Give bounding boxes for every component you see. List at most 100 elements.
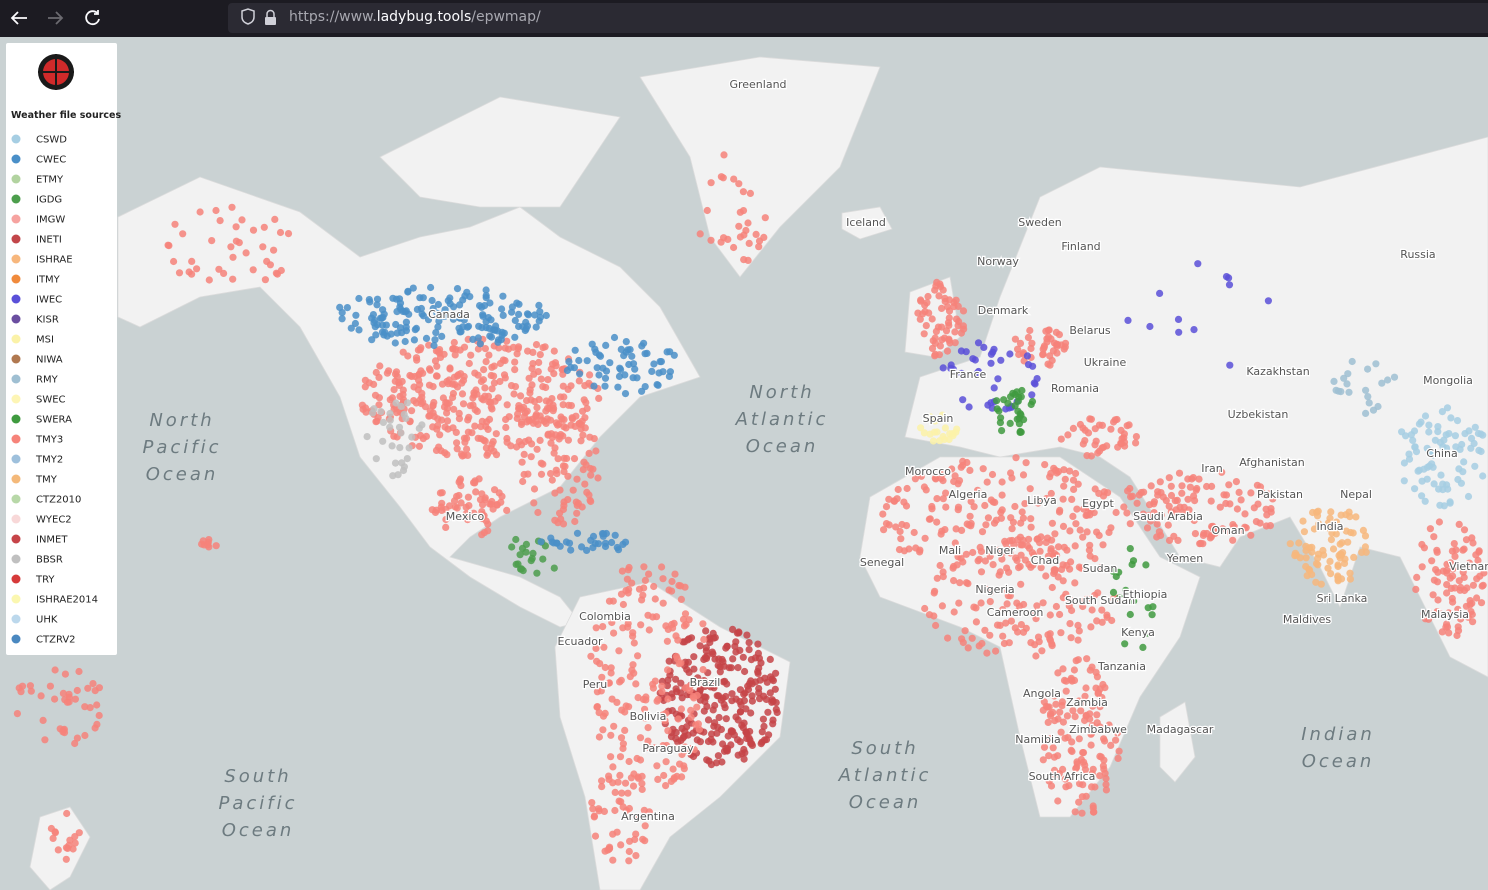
station-dot <box>435 317 443 325</box>
station-dot <box>1453 417 1462 425</box>
station-dot <box>989 561 997 569</box>
station-dot <box>1235 488 1243 496</box>
station-dot <box>708 730 716 738</box>
station-dot <box>427 283 435 292</box>
station-dot <box>391 459 400 467</box>
station-dot <box>406 371 414 380</box>
legend-label: TRY <box>35 575 55 586</box>
station-dot <box>1075 798 1083 806</box>
station-dot <box>1023 352 1031 360</box>
station-dot <box>628 666 636 674</box>
station-dot <box>1175 328 1183 336</box>
place-label: Romania <box>1051 382 1099 395</box>
station-dot <box>1232 478 1240 486</box>
station-dot <box>1093 711 1101 719</box>
station-dot <box>436 353 445 361</box>
url-host: ladybug.tools <box>376 9 472 25</box>
station-dot <box>959 558 967 566</box>
station-dot <box>748 692 756 700</box>
station-dot <box>615 797 623 805</box>
station-dot <box>617 841 625 849</box>
station-dot <box>442 523 450 531</box>
station-dot <box>1056 506 1064 514</box>
station-dot <box>1096 772 1104 780</box>
station-dot <box>931 417 939 425</box>
station-dot <box>1041 461 1049 469</box>
station-dot <box>932 475 940 483</box>
station-dot <box>1025 535 1033 543</box>
station-dot <box>743 631 751 639</box>
station-dot <box>959 307 968 315</box>
station-dot <box>609 763 617 771</box>
station-dot <box>1076 526 1084 534</box>
place-label: Canada <box>428 308 470 321</box>
station-dot <box>677 659 685 667</box>
station-dot <box>373 301 381 309</box>
station-dot <box>1326 557 1334 566</box>
station-dot <box>1147 482 1155 490</box>
station-dot <box>745 239 753 247</box>
station-dot <box>1017 428 1025 436</box>
station-dot <box>613 828 621 836</box>
station-dot <box>1209 522 1217 530</box>
station-dot <box>595 394 603 402</box>
station-dot <box>711 634 719 642</box>
station-dot <box>424 316 433 324</box>
station-dot <box>1028 549 1036 557</box>
station-dot <box>986 598 994 606</box>
station-dot <box>1326 514 1334 522</box>
station-dot <box>464 322 473 330</box>
station-dot <box>1113 729 1121 737</box>
station-dot <box>917 472 926 480</box>
station-dot <box>449 389 457 398</box>
station-dot <box>910 528 918 537</box>
station-dot <box>941 294 949 302</box>
station-dot <box>405 444 413 452</box>
station-dot <box>1178 489 1186 497</box>
station-dot <box>1139 510 1147 518</box>
station-dot <box>761 214 769 222</box>
station-dot <box>519 477 527 486</box>
place-label: Russia <box>1400 248 1435 261</box>
station-dot <box>429 383 437 391</box>
station-dot <box>1005 568 1013 576</box>
station-dot <box>649 680 657 688</box>
station-dot <box>1059 577 1067 585</box>
station-dot <box>1143 524 1152 532</box>
station-dot <box>1067 634 1075 642</box>
station-dot <box>931 339 940 347</box>
station-dot <box>71 839 79 847</box>
station-dot <box>1126 520 1134 528</box>
station-dot <box>1068 738 1076 746</box>
ocean-label: Pacific <box>142 437 221 458</box>
station-dot <box>1414 467 1422 475</box>
address-bar[interactable] <box>228 3 1488 33</box>
legend-swatch <box>11 194 21 204</box>
station-dot <box>387 330 395 338</box>
station-dot <box>719 678 728 686</box>
station-dot <box>1164 521 1172 529</box>
station-dot <box>199 537 207 545</box>
station-dot <box>677 679 685 687</box>
station-dot <box>747 656 756 664</box>
station-dot <box>710 722 718 730</box>
url-path: /epwmap/ <box>471 9 541 25</box>
station-dot <box>919 310 927 318</box>
station-dot <box>75 667 83 676</box>
station-dot <box>978 639 986 648</box>
station-dot <box>1165 536 1174 544</box>
station-dot <box>1123 509 1131 517</box>
station-dot <box>464 428 472 436</box>
station-dot <box>602 341 610 349</box>
station-dot <box>1150 509 1158 517</box>
station-dot <box>193 265 201 273</box>
back-button[interactable] <box>10 11 27 25</box>
station-dot <box>573 501 581 509</box>
station-dot <box>62 855 70 863</box>
station-dot <box>547 534 555 542</box>
station-dot <box>532 323 540 331</box>
forward-button[interactable] <box>48 11 64 25</box>
reload-button[interactable] <box>85 10 100 26</box>
station-dot <box>475 475 483 483</box>
